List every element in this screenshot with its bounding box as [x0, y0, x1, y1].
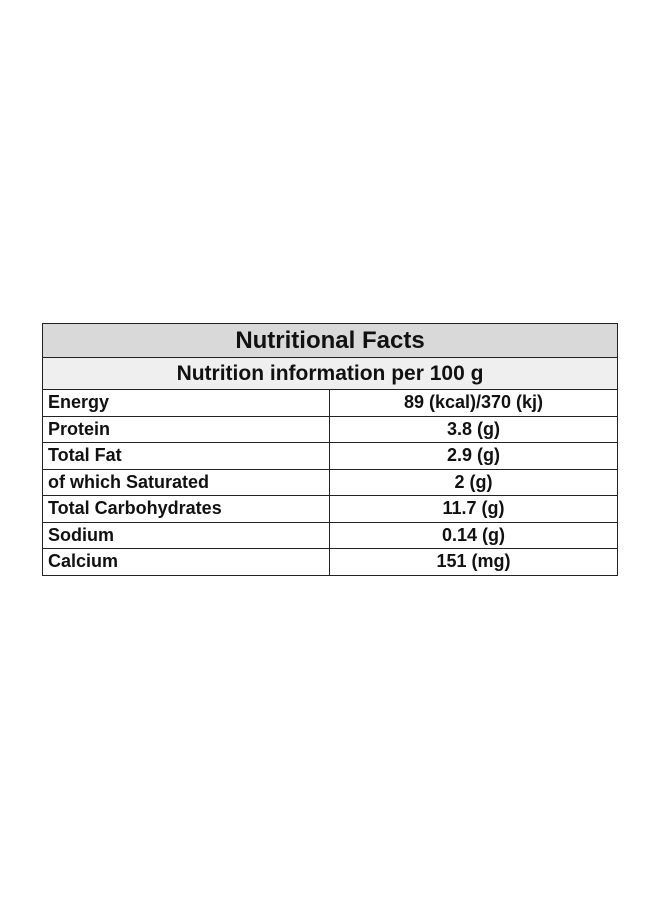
nutrient-amount: 3.8 (g): [329, 415, 618, 443]
table-title: Nutritional Facts: [42, 323, 618, 358]
table-subtitle: Nutrition information per 100 g: [42, 357, 618, 390]
nutrient-name: of which Saturated: [42, 468, 330, 496]
nutrient-name: Calcium: [42, 548, 330, 576]
nutrient-row: Total Fat 2.9 (g): [42, 442, 618, 470]
nutrient-name: Energy: [42, 389, 330, 417]
nutrient-row: of which Saturated 2 (g): [42, 468, 618, 496]
nutrient-name: Protein: [42, 415, 330, 443]
nutrient-amount: 2 (g): [329, 468, 618, 496]
nutrient-amount: 11.7 (g): [329, 495, 618, 523]
nutrient-name: Total Carbohydrates: [42, 495, 330, 523]
table-body: Nutritional Facts Nutrition information …: [42, 323, 618, 576]
nutrient-row: Sodium 0.14 (g): [42, 521, 618, 549]
nutrient-row: Calcium 151 (mg): [42, 548, 618, 576]
nutrient-amount: 89 (kcal)/370 (kj): [329, 389, 618, 417]
nutrient-name: Sodium: [42, 521, 330, 549]
nutrient-name: Total Fat: [42, 442, 330, 470]
nutrient-row: Energy 89 (kcal)/370 (kj): [42, 389, 618, 417]
nutrient-amount: 2.9 (g): [329, 442, 618, 470]
nutrient-amount: 0.14 (g): [329, 521, 618, 549]
nutrition-table: Nutritional Facts Nutrition information …: [42, 323, 618, 576]
title-row: Nutritional Facts: [42, 323, 618, 358]
nutrient-amount: 151 (mg): [329, 548, 618, 576]
nutrient-row: Protein 3.8 (g): [42, 415, 618, 443]
subtitle-row: Nutrition information per 100 g: [42, 357, 618, 390]
nutrient-row: Total Carbohydrates 11.7 (g): [42, 495, 618, 523]
